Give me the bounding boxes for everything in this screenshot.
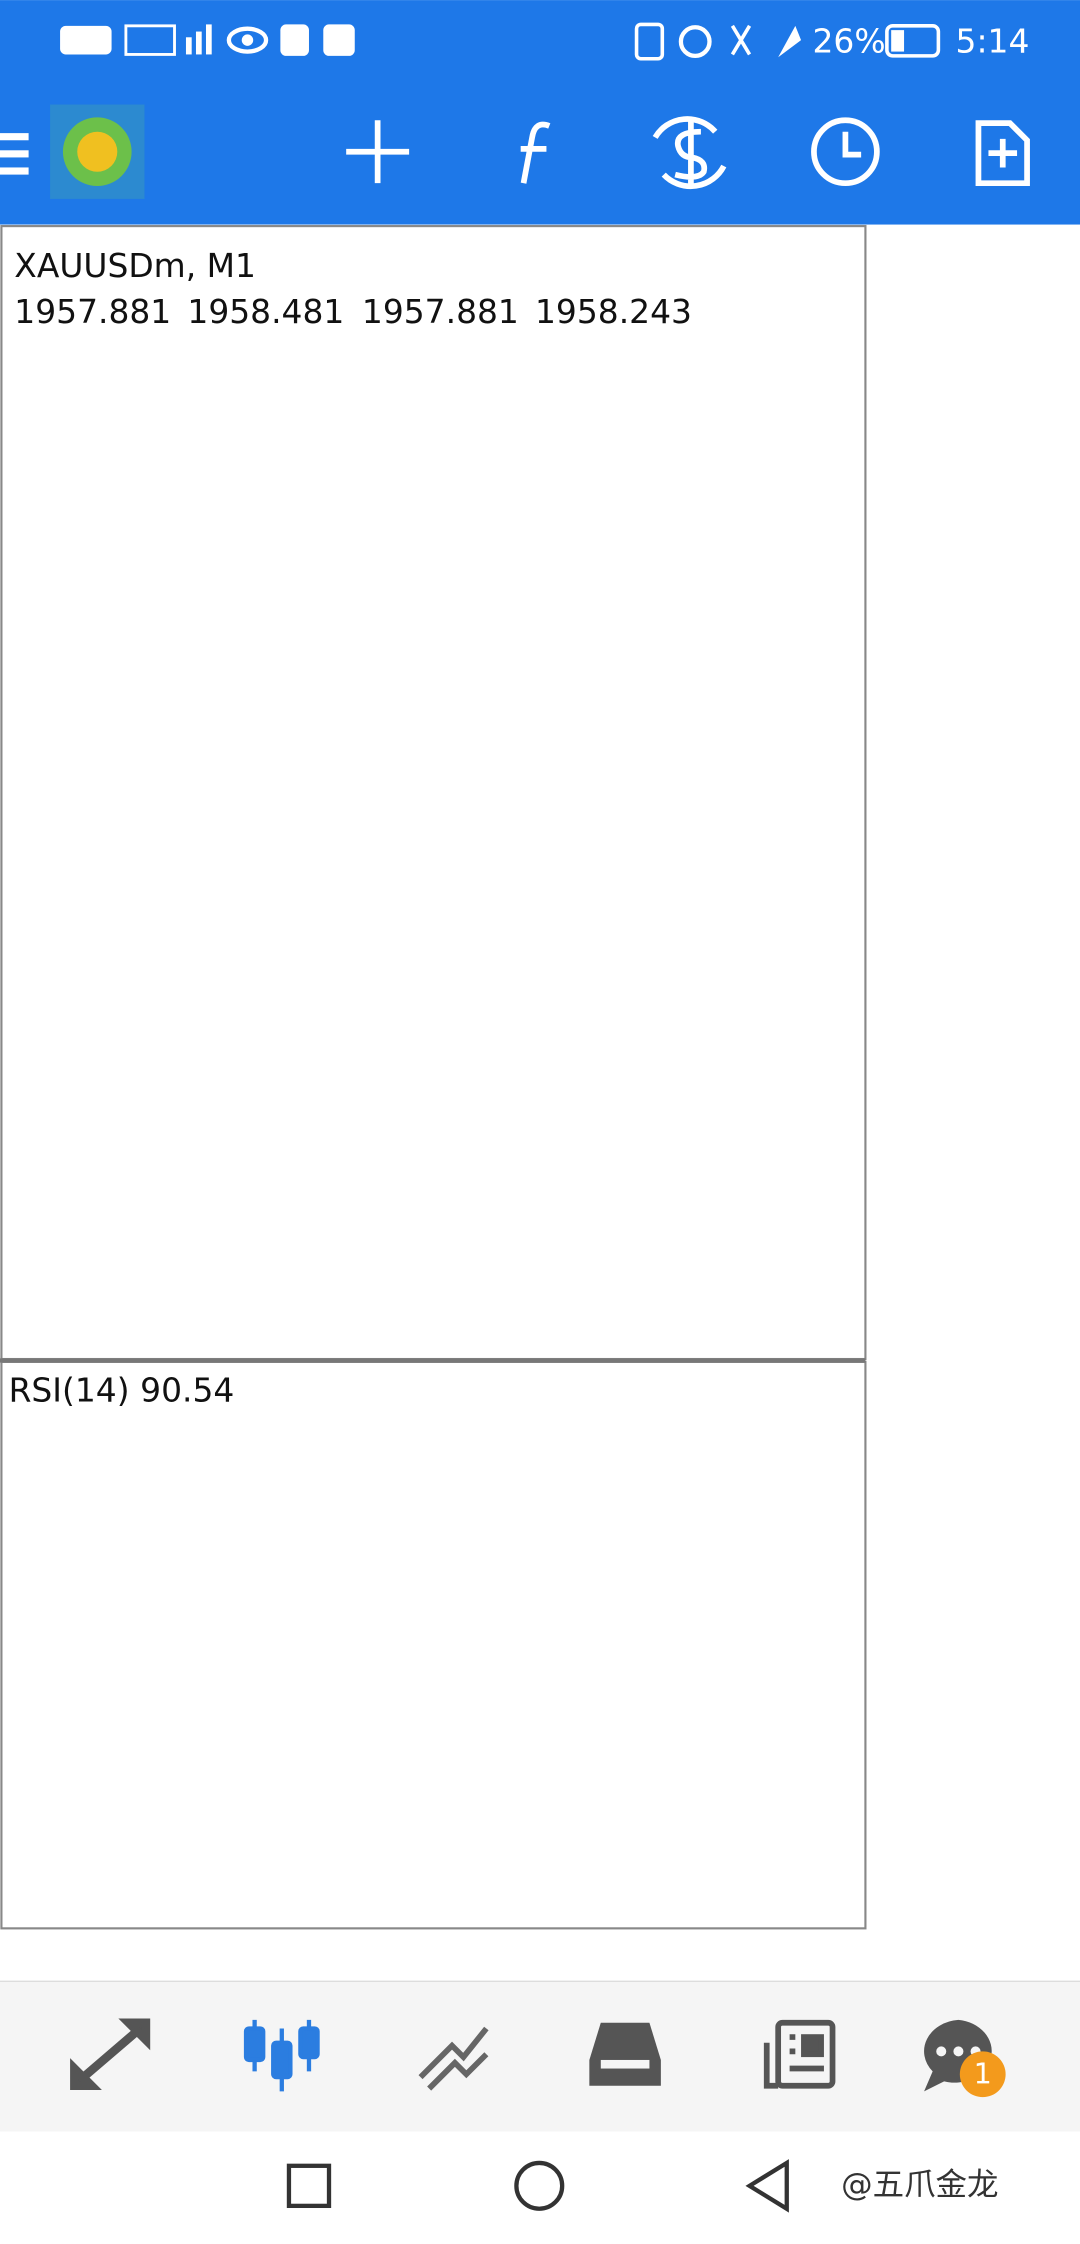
recents-button[interactable]: [286, 2163, 332, 2209]
bottom-nav: [0, 1981, 1080, 2132]
symbol-label: XAUUSDm, M1: [14, 246, 256, 285]
trade-tab[interactable]: [418, 2026, 489, 2091]
chart-area: [0, 224, 1080, 1982]
ohlc-close: 1958.243: [535, 292, 692, 331]
indicators-button[interactable]: [520, 121, 551, 184]
trade-button[interactable]: [652, 116, 727, 190]
app-bar: [0, 0, 1080, 225]
crosshair-button[interactable]: [346, 120, 410, 184]
rsi-value: 90.54: [140, 1370, 234, 1409]
new-order-button[interactable]: [975, 120, 1030, 187]
home-button[interactable]: [514, 2160, 565, 2211]
ohlc-low: 1957.881: [362, 292, 519, 331]
ohlc-open: 1957.881: [14, 292, 171, 331]
back-button[interactable]: [745, 2159, 789, 2213]
watermark: @五爪金龙: [841, 2167, 998, 2203]
quotes-tab[interactable]: [70, 2018, 151, 2090]
battery-text: 26%: [813, 22, 886, 61]
news-tab[interactable]: [763, 2019, 836, 2089]
period-button[interactable]: [811, 117, 880, 187]
menu-button[interactable]: [0, 133, 29, 175]
rsi-name: RSI(14): [9, 1370, 130, 1409]
history-tab[interactable]: [589, 2022, 661, 2086]
status-icons: [60, 22, 941, 61]
system-nav: [0, 2131, 1080, 2244]
chat-tab[interactable]: [924, 2019, 1006, 2098]
chat-badge: 1: [974, 2057, 992, 2091]
ohlc-high: 1958.481: [187, 292, 344, 331]
app-logo: [50, 104, 145, 199]
chart-tab[interactable]: [243, 2019, 320, 2092]
clock-text: 5:14: [956, 22, 1030, 61]
